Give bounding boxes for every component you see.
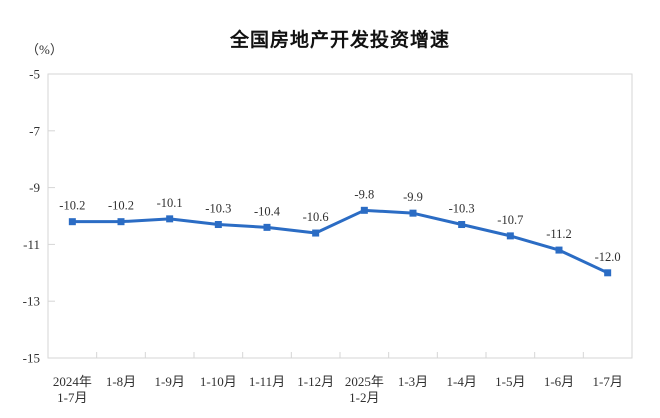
- x-axis-category-label: 1-12月: [297, 374, 334, 389]
- data-point-marker: [506, 232, 514, 240]
- y-axis-unit-label: （%）: [26, 42, 63, 57]
- x-axis-category-label: 1-4月: [446, 374, 476, 389]
- data-point-marker: [555, 246, 563, 254]
- x-axis-category-label: 1-10月: [200, 374, 237, 389]
- data-point-label: -10.6: [303, 210, 329, 224]
- data-point-label: -10.2: [59, 199, 85, 213]
- data-point-label: -10.2: [108, 199, 134, 213]
- data-point-marker: [117, 218, 125, 226]
- data-point-label: -10.3: [449, 202, 475, 216]
- y-axis-tick-label: -5: [29, 67, 40, 82]
- data-point-marker: [458, 221, 466, 229]
- y-axis-tick-label: -7: [29, 123, 40, 138]
- x-axis-category-label: 1-6月: [544, 374, 574, 389]
- data-line: [70, 208, 610, 275]
- data-point-marker: [214, 221, 222, 229]
- x-axis-category-label: 1-8月: [106, 374, 136, 389]
- y-axis-tick-label: -9: [29, 180, 40, 195]
- data-point-marker: [360, 206, 368, 214]
- x-axis-category-label: 1-11月: [249, 374, 285, 389]
- data-point-label: -10.3: [205, 202, 231, 216]
- data-point-label: -9.9: [403, 190, 423, 204]
- data-point-label: -10.4: [254, 204, 281, 218]
- x-axis-category-label: 2024年 1-7月: [53, 374, 92, 405]
- data-point-marker: [68, 218, 76, 226]
- data-point-marker: [604, 269, 612, 277]
- data-point-marker: [409, 209, 417, 217]
- data-point-marker: [312, 229, 320, 237]
- data-point-label: -10.7: [497, 213, 523, 227]
- data-point-label: -12.0: [595, 250, 621, 264]
- data-point-marker: [263, 223, 271, 231]
- x-axis-category-label: 1-9月: [154, 374, 184, 389]
- x-axis-category-label: 1-5月: [495, 374, 525, 389]
- plot-border: [47, 73, 633, 359]
- y-axis-tick-label: -15: [23, 351, 40, 366]
- y-axis-tick-label: -13: [23, 294, 40, 309]
- y-axis-tick-label: -11: [23, 237, 40, 252]
- data-point-label: -11.2: [546, 227, 572, 241]
- x-axis-category-label: 1-7月: [592, 374, 622, 389]
- data-point-label: -9.8: [354, 187, 374, 201]
- x-axis-category-label: 1-3月: [398, 374, 428, 389]
- chart-title: 全国房地产开发投资增速: [229, 30, 450, 51]
- data-point-label: -10.1: [157, 196, 183, 210]
- x-axis-category-label: 2025年 1-2月: [345, 374, 384, 405]
- data-point-marker: [166, 215, 174, 223]
